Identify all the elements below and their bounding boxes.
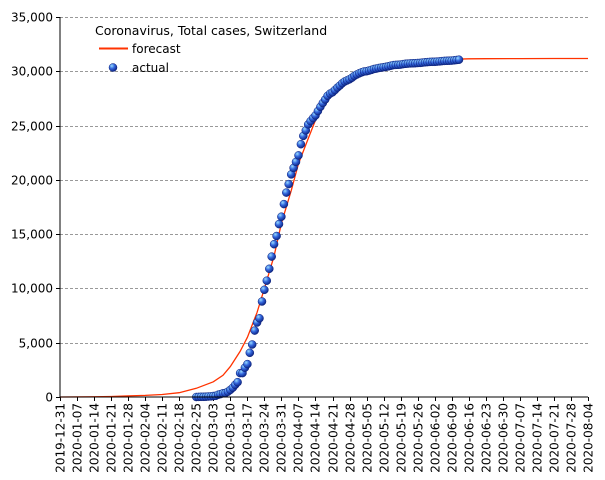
y-tick-label: 0 [45,391,53,405]
actual-point [267,252,276,261]
actual-point [269,239,279,249]
x-tick-label: 2020-02-11 [156,403,170,473]
actual-point [250,326,259,335]
legend-forecast-label: forecast [132,42,181,56]
x-tick-label: 2019-12-31 [54,403,68,473]
actual-point [272,231,281,241]
x-tick-label: 2020-06-30 [497,403,511,473]
x-tick-label: 2020-02-25 [190,403,204,473]
axes [59,17,588,398]
x-tick-label: 2020-03-10 [224,403,238,473]
x-tick-label: 2020-08-04 [582,403,596,473]
x-tick-label: 2020-07-07 [514,403,528,473]
x-tick-label: 2020-03-24 [258,403,272,473]
x-tick-label: 2020-02-04 [139,403,153,473]
x-tick-label: 2020-04-07 [292,403,306,473]
x-tick-label: 2020-03-31 [275,403,289,473]
x-axis-ticks: 2019-12-31 2020-01-07 2020-01-14 2020-01-21… [54,397,596,473]
y-tick-label: 20,000 [11,174,53,188]
actual-point [243,359,252,369]
x-tick-label: 2020-06-09 [446,403,460,473]
x-tick-label: 2020-06-23 [480,403,494,473]
y-tick-label: 10,000 [11,282,53,296]
actual-point [454,55,464,64]
x-tick-label: 2020-04-28 [344,403,358,473]
actual-point [279,199,289,209]
y-tick-label: 5,000 [19,337,53,351]
actual-point [247,340,257,349]
legend: Coronavirus, Total cases, Switzerland fo… [95,23,327,75]
actual-point [255,314,264,323]
y-tick-label: 25,000 [11,120,53,134]
x-tick-label: 2020-05-26 [412,403,426,473]
gridlines [60,17,588,344]
actual-point [260,285,269,295]
x-tick-label: 2020-01-28 [122,403,136,473]
x-tick-label: 2020-05-12 [378,403,392,473]
actual-point [277,212,286,221]
actual-point [265,264,274,274]
x-tick-label: 2020-01-14 [88,403,102,473]
actual-point [262,276,272,285]
x-tick-label: 2020-01-07 [71,403,85,473]
actual-point [233,377,242,387]
actual-point [282,188,291,197]
x-tick-label: 2020-07-21 [548,403,562,473]
y-tick-label: 15,000 [11,228,53,242]
actual-point [274,219,284,229]
y-axis-ticks: 0 5,000 10,000 15,000 20,000 25,000 30,000 35,0… [11,11,60,405]
x-tick-label: 2020-05-19 [395,403,409,473]
legend-actual-label: actual [132,61,169,75]
actual-point [294,151,303,160]
x-tick-label: 2020-06-16 [463,403,477,473]
x-tick-label: 2020-06-02 [429,403,443,473]
actual-point [296,139,306,149]
x-tick-label: 2020-01-21 [105,403,119,473]
x-tick-label: 2020-03-03 [207,403,221,473]
x-tick-label: 2020-04-14 [309,403,323,473]
legend-actual-swatch [108,63,118,72]
actual-point [257,297,267,306]
x-tick-label: 2020-03-17 [241,403,255,473]
x-tick-label: 2020-05-05 [361,403,375,473]
actual-point [284,179,293,189]
x-tick-label: 2020-07-14 [531,403,545,473]
actual-point [245,348,255,358]
y-tick-label: 30,000 [11,65,53,79]
y-tick-label: 35,000 [11,11,53,25]
chart-title: Coronavirus, Total cases, Switzerland [95,23,327,38]
x-tick-label: 2020-02-18 [173,403,187,473]
x-tick-label: 2020-04-21 [327,403,341,473]
x-tick-label: 2020-07-28 [565,403,579,473]
